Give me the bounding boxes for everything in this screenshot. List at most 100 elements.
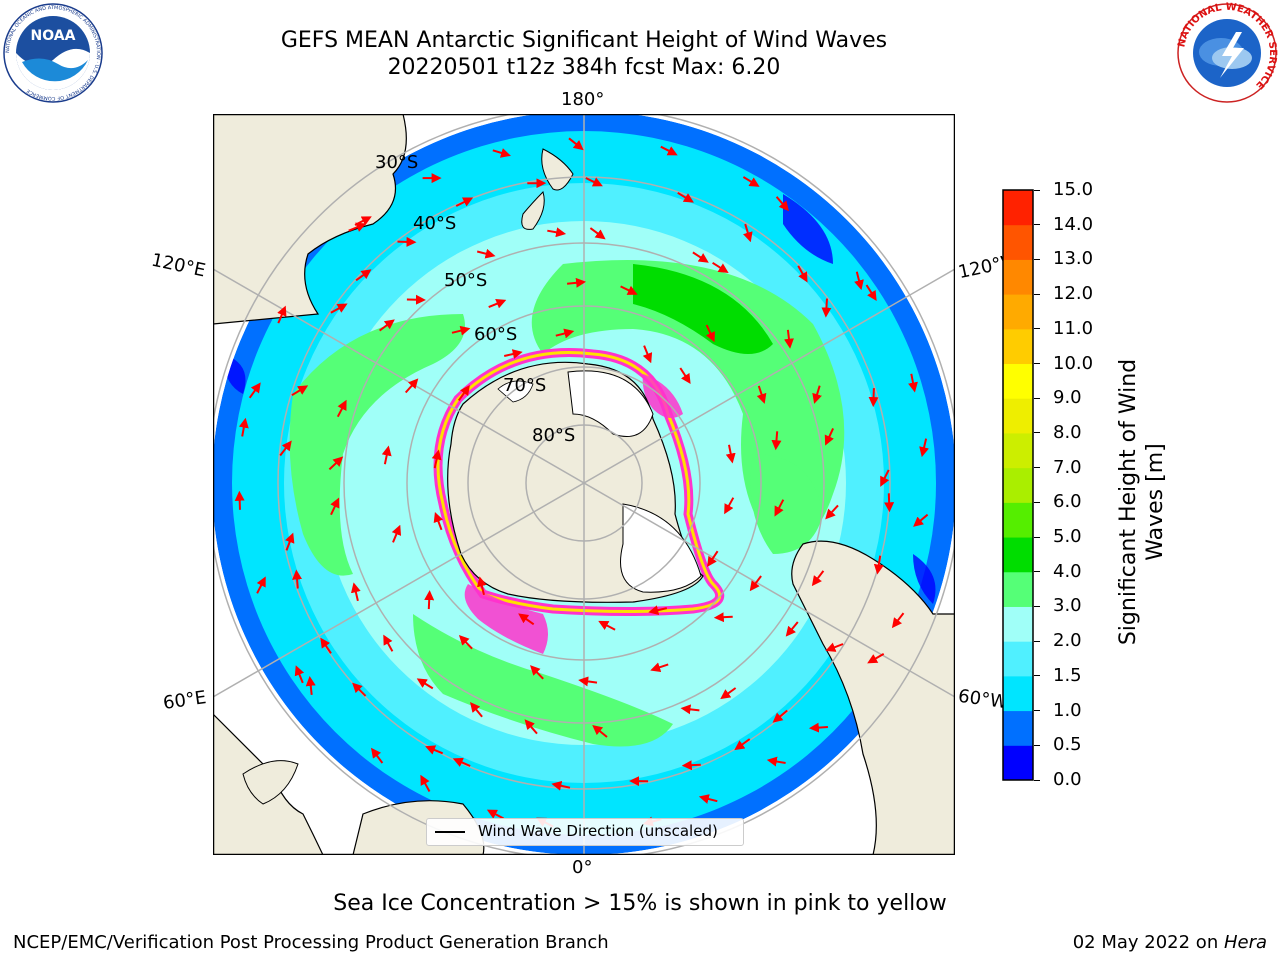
- colorbar-tick-mark: [1034, 779, 1040, 781]
- wave-direction-arrow: [783, 329, 794, 349]
- colorbar-segment: [1003, 432, 1033, 469]
- wave-direction-arrow: [797, 265, 808, 283]
- wave-direction-arrow: [451, 325, 471, 336]
- colorbar-segment: [1003, 745, 1033, 781]
- colorbar-tick-mark: [1034, 189, 1040, 191]
- wave-direction-arrow: [775, 196, 790, 212]
- colorbar-tick-label: 1.0: [1053, 699, 1082, 721]
- wave-direction-arrow: [416, 678, 434, 690]
- wave-direction-arrow: [698, 794, 718, 804]
- wave-direction-arrow: [294, 665, 305, 684]
- wave-direction-arrow: [285, 532, 295, 551]
- wave-direction-arrow: [292, 569, 303, 589]
- colorbar-tick-label: 4.0: [1053, 560, 1082, 582]
- wave-direction-arrow: [320, 637, 332, 654]
- wave-direction-arrow: [458, 635, 473, 650]
- wave-direction-arrow: [812, 385, 822, 404]
- wave-direction-arrow: [488, 299, 507, 309]
- wave-direction-arrow: [785, 621, 799, 637]
- wave-direction-arrow: [379, 319, 395, 332]
- colorbar-tick-label: 7.0: [1053, 456, 1082, 478]
- colorbar-tick-mark: [1034, 501, 1040, 503]
- colorbar-tick-label: 12.0: [1053, 283, 1094, 305]
- wave-direction-arrow: [724, 497, 735, 515]
- wave-direction-arrow: [452, 757, 471, 767]
- wave-direction-arrow: [383, 634, 394, 652]
- nws-logo: NATIONAL WEATHER SERVICE: [1176, 2, 1278, 103]
- lat-label-60s: 60°S: [474, 324, 518, 345]
- wave-direction-arrow: [650, 662, 669, 673]
- wave-direction-arrow: [677, 191, 694, 203]
- lon-label-180: 180°: [561, 89, 605, 110]
- colorbar-tick-label: 2.0: [1053, 630, 1082, 652]
- wave-direction-arrow: [880, 469, 890, 487]
- lat-label-50s: 50°S: [444, 270, 488, 291]
- wave-direction-arrow: [642, 345, 653, 364]
- wave-direction-arrow: [352, 682, 367, 697]
- wave-direction-arrow: [743, 223, 753, 243]
- wave-direction-arrow: [680, 704, 700, 715]
- wave-direction-arrow: [291, 385, 309, 397]
- wave-direction-arrow: [873, 555, 884, 575]
- wave-direction-arrow: [598, 620, 616, 631]
- map-subtitle: 20220501 t12z 384h fcst Max: 6.20: [387, 55, 781, 80]
- wave-direction-arrow: [772, 709, 788, 723]
- wave-direction-arrow: [420, 774, 431, 792]
- wave-direction-arrow: [712, 261, 729, 273]
- wave-direction-arrow: [476, 248, 496, 259]
- wave-direction-arrow: [433, 511, 444, 531]
- colorbar-tick-mark: [1034, 675, 1040, 677]
- wave-direction-arrow: [455, 197, 474, 207]
- colorbar-tick-mark: [1034, 224, 1040, 226]
- wave-direction-arrow: [585, 177, 603, 187]
- wave-direction-arrow: [808, 722, 828, 733]
- svg-text:NOAA: NOAA: [31, 28, 76, 44]
- colorbar-tick-mark: [1034, 258, 1040, 260]
- wave-direction-arrow: [756, 385, 767, 404]
- colorbar-segment: [1003, 710, 1033, 746]
- colorbar-tick-mark: [1034, 328, 1040, 330]
- colorbar-tick-label: 8.0: [1053, 421, 1082, 443]
- colorbar-tick-mark: [1034, 605, 1040, 607]
- colorbar-tick-label: 0.0: [1053, 769, 1082, 790]
- graticule: [213, 114, 955, 855]
- wave-direction-arrow: [854, 271, 864, 291]
- wave-direction-arrow: [425, 745, 444, 755]
- wave-direction-arrow: [330, 303, 348, 314]
- wave-direction-arrow: [705, 324, 715, 343]
- wave-direction-arrow: [692, 251, 709, 263]
- colorbar: [1002, 189, 1034, 781]
- date-stamp: 02 May 2022 on Hera: [1072, 932, 1267, 953]
- wave-direction-arrow: [248, 382, 261, 399]
- wave-direction-arrow: [865, 284, 877, 302]
- colorbar-tick-mark: [1034, 467, 1040, 469]
- wave-direction-arrow: [742, 176, 760, 187]
- wave-direction-arrow: [555, 328, 575, 339]
- wave-direction-arrow: [371, 747, 384, 764]
- wave-direction-arrow: [811, 570, 825, 587]
- noaa-logo: NOAA NATIONAL OCEANIC AND ATMOSPHERIC AD…: [3, 3, 103, 103]
- wave-direction-arrow: [470, 702, 483, 718]
- colorbar-segment: [1003, 259, 1033, 295]
- colorbar-tick-mark: [1034, 363, 1040, 365]
- polar-map: [213, 114, 955, 855]
- wave-direction-arrow: [354, 216, 372, 226]
- legend-label: Wind Wave Direction (unscaled): [478, 822, 718, 840]
- sea-ice-note: Sea Ice Concentration > 15% is shown in …: [333, 891, 947, 916]
- wave-direction-arrow: [279, 440, 292, 457]
- colorbar-segment: [1003, 224, 1033, 260]
- colorbar-tick-label: 10.0: [1053, 352, 1094, 374]
- wave-direction-arrow: [766, 756, 786, 767]
- colorbar-segment: [1003, 467, 1033, 503]
- wave-direction-arrow: [825, 504, 839, 520]
- colorbar-segment: [1003, 363, 1033, 399]
- wave-direction-arrow: [578, 676, 598, 687]
- wave-direction-arrow: [824, 427, 835, 446]
- colorbar-tick-label: 14.0: [1053, 213, 1094, 235]
- wave-direction-arrow: [238, 417, 249, 437]
- wave-direction-arrow: [707, 550, 719, 567]
- lat-label-40s: 40°S: [413, 213, 457, 234]
- colorbar-tick-label: 0.5: [1053, 734, 1082, 756]
- wave-direction-arrow: [277, 305, 287, 324]
- south-america: [791, 540, 955, 855]
